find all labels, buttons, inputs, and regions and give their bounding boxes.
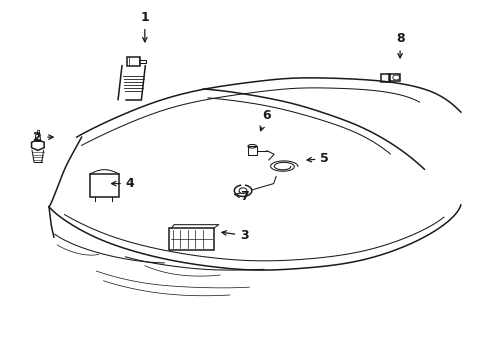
Text: 3: 3 [222,229,248,242]
Text: 2: 2 [33,131,53,144]
Text: 4: 4 [111,177,134,190]
Text: 7: 7 [234,190,248,203]
Text: 8: 8 [395,32,404,58]
Text: 5: 5 [306,152,328,165]
Text: 6: 6 [260,109,270,131]
Text: 1: 1 [140,11,149,42]
